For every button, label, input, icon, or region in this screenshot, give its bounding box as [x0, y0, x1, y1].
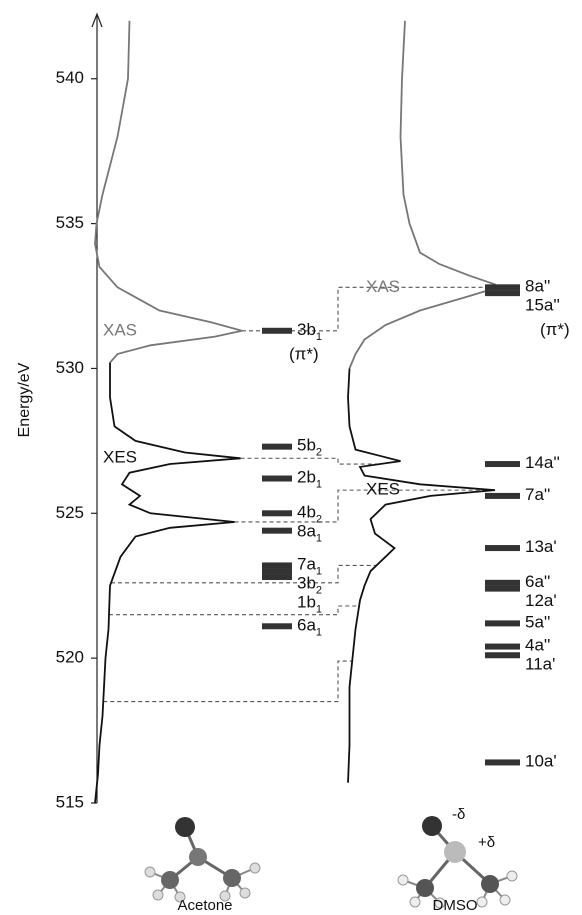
level-label-subscript: 2	[316, 584, 322, 596]
energy-level	[485, 644, 520, 650]
y-tick-label: 530	[56, 358, 84, 377]
energy-level	[262, 328, 292, 334]
level-label: 4a''	[525, 636, 550, 655]
level-label-subscript: 1	[316, 626, 322, 638]
correlation-line	[103, 661, 352, 702]
level-label-text: 5a''	[525, 613, 550, 632]
energy-level	[485, 545, 520, 551]
spectrum-curve	[95, 21, 242, 363]
energy-level	[262, 568, 292, 574]
level-label-subscript: 1	[316, 532, 322, 544]
level-label-text: 12a'	[525, 591, 557, 610]
level-label-text: 14a''	[525, 454, 560, 473]
level-label: 8a''	[525, 277, 550, 296]
y-tick-label: 520	[56, 648, 84, 667]
level-label-subscript: 1	[316, 331, 322, 343]
molecule-name: DMSO	[433, 897, 478, 914]
level-label-text: 7a	[297, 555, 316, 574]
level-label-text: 7a''	[525, 485, 550, 504]
correlation-line	[235, 490, 496, 522]
level-label-text: 5b	[297, 436, 316, 455]
level-label-text: 15a''	[525, 296, 560, 315]
y-tick-label: 525	[56, 503, 84, 522]
spectrum-curve	[350, 21, 499, 369]
level-label: 12a'	[525, 591, 557, 610]
y-tick-label: 535	[56, 213, 84, 232]
level-label-text: 3b	[297, 320, 316, 339]
level-label: 6a1	[297, 616, 322, 638]
level-label-text: 2b	[297, 468, 316, 487]
energy-level	[485, 284, 520, 290]
level-label-text: 4a''	[525, 636, 550, 655]
y-tick-label: 540	[56, 68, 84, 87]
level-label-subscript: 2	[316, 447, 322, 459]
level-label-text: 1b	[297, 593, 316, 612]
level-label: 6a''	[525, 572, 550, 591]
energy-level	[262, 510, 292, 516]
energy-level	[262, 528, 292, 534]
acetone-molecule	[145, 817, 260, 902]
dmso-molecule	[398, 816, 517, 908]
energy-level	[262, 623, 292, 629]
spectrum-label: XES	[103, 448, 137, 467]
correlation-line	[111, 565, 376, 582]
level-label-text: 8a	[297, 522, 316, 541]
level-label-subscript: 1	[316, 603, 322, 615]
level-label: 15a''	[525, 296, 560, 315]
level-label: 14a''	[525, 454, 560, 473]
energy-level	[485, 580, 520, 586]
spectrum-label: XAS	[103, 320, 137, 339]
level-label-text: 4b	[297, 503, 316, 522]
figure: Energy/eV	[0, 0, 582, 915]
y-axis-title: Energy/eV	[16, 362, 33, 437]
y-tick-label: 515	[56, 792, 84, 811]
level-label: 7a''	[525, 485, 550, 504]
level-note: (π*)	[540, 320, 570, 339]
molecule-name: Acetone	[177, 897, 232, 914]
partial-charge: +δ	[478, 834, 495, 851]
spectrum-curve	[348, 368, 495, 782]
correlation-line	[241, 458, 381, 464]
level-label-text: 6a''	[525, 572, 550, 591]
spectrum-label: XES	[366, 480, 400, 499]
level-label-text: 6a	[297, 616, 316, 635]
spectrum-label: XAS	[366, 277, 400, 296]
energy-level	[485, 759, 520, 765]
energy-level	[262, 444, 292, 450]
energy-level	[262, 562, 292, 568]
level-label-text: 8a''	[525, 277, 550, 296]
level-label-text: 11a'	[525, 655, 555, 674]
energy-level	[485, 620, 520, 626]
level-label-subscript: 1	[316, 565, 322, 577]
level-label-text: 3b	[297, 574, 316, 593]
level-label: 11a'	[525, 655, 555, 674]
energy-level	[485, 290, 520, 296]
level-label: 2b1	[297, 468, 322, 490]
level-label: 5b2	[297, 436, 322, 458]
energy-level	[485, 586, 520, 592]
energy-level	[485, 493, 520, 499]
partial-charge: -δ	[452, 806, 465, 823]
energy-level	[262, 476, 292, 482]
level-note: (π*)	[289, 344, 319, 363]
energy-level	[262, 574, 292, 580]
level-label: 3b1	[297, 320, 322, 342]
energy-level	[485, 461, 520, 467]
level-label-text: 13a'	[525, 538, 557, 557]
level-label: 10a'	[525, 752, 557, 771]
energy-level	[485, 652, 520, 658]
level-label: 13a'	[525, 538, 557, 557]
level-label-text: 10a'	[525, 752, 557, 771]
level-label: 5a''	[525, 613, 550, 632]
level-label-subscript: 1	[316, 478, 322, 490]
page: {"chart_data": { "type": "energy-levels"…	[0, 0, 582, 915]
level-label-subscript: 2	[316, 513, 322, 525]
